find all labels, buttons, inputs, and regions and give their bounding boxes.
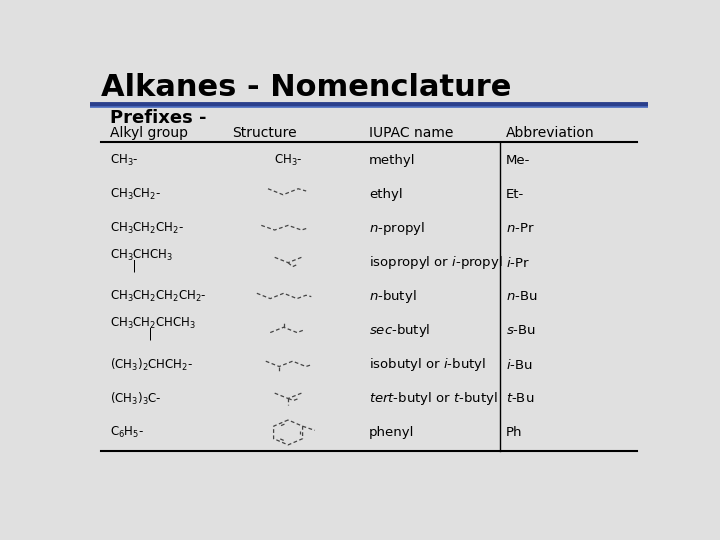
Text: $\mathregular{(CH_3)_2CHCH_2}$-: $\mathregular{(CH_3)_2CHCH_2}$- — [109, 356, 193, 373]
Text: Alkanes - Nomenclature: Alkanes - Nomenclature — [101, 73, 511, 102]
Text: $n$-Pr: $n$-Pr — [505, 222, 534, 235]
Text: Me-: Me- — [505, 154, 530, 167]
Text: |: | — [131, 259, 138, 272]
Text: $\mathregular{(CH_3)_3C}$-: $\mathregular{(CH_3)_3C}$- — [109, 390, 161, 407]
Text: $\mathregular{CH_3CHCH_3}$: $\mathregular{CH_3CHCH_3}$ — [109, 248, 173, 263]
Text: $\mathregular{CH_3}$-: $\mathregular{CH_3}$- — [274, 153, 302, 168]
Text: Ph: Ph — [505, 426, 522, 439]
Text: $\mathregular{C_6H_5}$-: $\mathregular{C_6H_5}$- — [109, 425, 144, 440]
Text: $\it{s}$-Bu: $\it{s}$-Bu — [505, 324, 536, 337]
Text: $\mathregular{CH_3CH_2CH_2}$-: $\mathregular{CH_3CH_2CH_2}$- — [109, 221, 184, 236]
Text: $n$-propyl: $n$-propyl — [369, 220, 425, 237]
Text: $n$-Bu: $n$-Bu — [505, 290, 537, 303]
Text: methyl: methyl — [369, 154, 415, 167]
Text: $\it{i}$-Bu: $\it{i}$-Bu — [505, 357, 533, 372]
Text: phenyl: phenyl — [369, 426, 415, 439]
Text: IUPAC name: IUPAC name — [369, 126, 454, 140]
Text: Structure: Structure — [233, 126, 297, 140]
Text: $\it{sec}$-butyl: $\it{sec}$-butyl — [369, 322, 431, 339]
Text: isopropyl or $\it{i}$-propyl: isopropyl or $\it{i}$-propyl — [369, 254, 503, 271]
Text: isobutyl or $\it{i}$-butyl: isobutyl or $\it{i}$-butyl — [369, 356, 486, 373]
Text: $\mathregular{CH_3}$-: $\mathregular{CH_3}$- — [109, 153, 138, 168]
Text: $\mathregular{CH_3CH_2CH_2CH_2}$-: $\mathregular{CH_3CH_2CH_2CH_2}$- — [109, 289, 206, 304]
Text: Prefixes -: Prefixes - — [109, 109, 206, 126]
Text: $\it{i}$-Pr: $\it{i}$-Pr — [505, 255, 530, 269]
Text: Et-: Et- — [505, 188, 524, 201]
Text: $\mathregular{CH_3CH_2CHCH_3}$: $\mathregular{CH_3CH_2CHCH_3}$ — [109, 316, 196, 331]
Text: $n$-butyl: $n$-butyl — [369, 288, 417, 305]
Text: ethyl: ethyl — [369, 188, 402, 201]
Text: $\it{tert}$-butyl or $\it{t}$-butyl: $\it{tert}$-butyl or $\it{t}$-butyl — [369, 390, 498, 407]
Text: Abbreviation: Abbreviation — [505, 126, 594, 140]
Text: Alkyl group: Alkyl group — [109, 126, 187, 140]
Text: $\mathregular{CH_3CH_2}$-: $\mathregular{CH_3CH_2}$- — [109, 187, 161, 202]
Text: $\it{t}$-Bu: $\it{t}$-Bu — [505, 392, 534, 405]
Text: |: | — [148, 327, 155, 340]
